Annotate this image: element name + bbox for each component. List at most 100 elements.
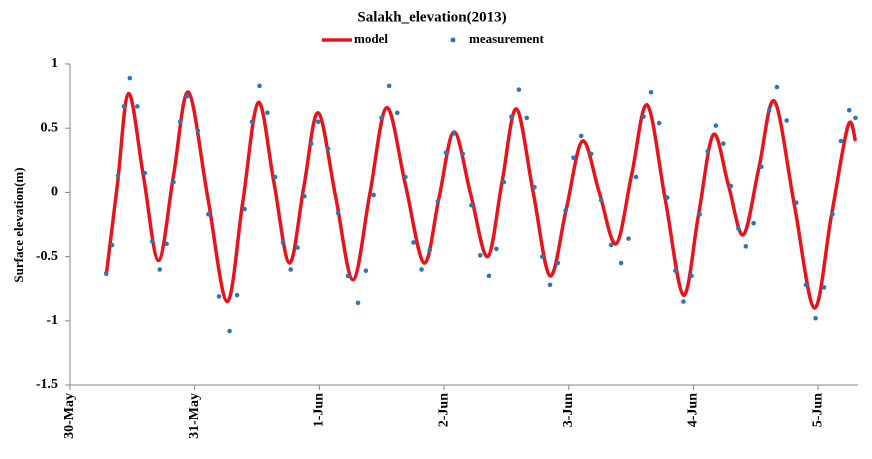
- measurement-point: [578, 133, 584, 139]
- measurement-point: [345, 273, 351, 279]
- measurement-point: [641, 114, 646, 119]
- measurement-point: [838, 138, 844, 144]
- x-tick-label: 2-Jun: [436, 393, 451, 427]
- measurement-point: [697, 211, 702, 217]
- measurement-point: [555, 260, 561, 266]
- measurement-point: [509, 114, 514, 119]
- measurement-point: [821, 285, 827, 290]
- measurement-point: [435, 199, 441, 204]
- measurement-point: [486, 273, 492, 279]
- y-tick-label: -0.5: [36, 249, 58, 264]
- y-tick-label: -1.5: [36, 377, 58, 392]
- measurement-point: [363, 268, 369, 274]
- measurement-point: [774, 84, 780, 90]
- measurement-point: [477, 253, 483, 258]
- measurement-point: [588, 151, 594, 157]
- x-tick-label: 3-Jun: [561, 393, 576, 427]
- measurement-point: [315, 119, 321, 125]
- x-tick-label: 1-Jun: [312, 393, 327, 427]
- measurement-point: [793, 200, 799, 205]
- y-tick-label: 1: [51, 56, 58, 71]
- measurement-point: [121, 104, 127, 109]
- measurement-point: [394, 110, 400, 116]
- measurement-point: [135, 104, 140, 109]
- measurement-point: [249, 119, 255, 125]
- measurement-point: [184, 93, 190, 99]
- measurement-point: [547, 282, 553, 288]
- measurement-point: [325, 146, 331, 152]
- measurement-point: [501, 179, 507, 185]
- measurement-point: [265, 110, 270, 116]
- measurement-point: [242, 206, 247, 212]
- measurement-point: [608, 242, 614, 248]
- measurement-point: [803, 282, 809, 288]
- measurement-point: [335, 210, 341, 216]
- measurement-point: [618, 260, 624, 266]
- measurement-point: [681, 299, 686, 304]
- measurement-point: [713, 123, 719, 128]
- measurement-point: [308, 141, 314, 146]
- measurement-point: [516, 87, 522, 92]
- y-tick-label: 0.5: [41, 120, 59, 135]
- measurement-point: [127, 75, 133, 81]
- measurement-point: [728, 183, 734, 189]
- measurement-point: [563, 208, 568, 213]
- x-tick-label: 30-May: [62, 393, 77, 439]
- measurement-point: [178, 119, 183, 125]
- measurement-point: [216, 294, 222, 299]
- measurement-point: [386, 83, 392, 89]
- measurement-point: [171, 179, 176, 185]
- legend-label: measurement: [469, 31, 545, 46]
- measurement-point: [540, 254, 545, 259]
- measurement-point: [157, 267, 163, 272]
- measurement-point: [371, 192, 376, 198]
- measurement-point: [633, 174, 639, 180]
- measurement-point: [759, 164, 764, 170]
- measurement-point: [302, 193, 307, 199]
- measurement-point: [766, 107, 772, 113]
- measurement-point: [115, 173, 121, 179]
- chart-title: Salakh_elevation(2013): [357, 9, 506, 25]
- measurement-point: [403, 174, 408, 180]
- measurement-point: [195, 128, 201, 134]
- legend-label: model: [354, 31, 388, 46]
- measurement-point: [598, 197, 604, 203]
- measurement-point: [673, 268, 678, 274]
- measurement-point: [721, 141, 726, 146]
- y-axis-label: Surface elevation(m): [11, 167, 26, 282]
- measurement-point: [272, 174, 278, 180]
- measurement-point: [149, 238, 155, 244]
- measurement-point: [427, 247, 433, 253]
- measurement-point: [257, 83, 262, 89]
- measurement-point: [813, 315, 818, 321]
- measurement-point: [142, 170, 148, 176]
- measurement-point: [460, 151, 466, 157]
- measurement-point: [524, 115, 530, 121]
- measurement-point: [656, 120, 662, 126]
- measurement-point: [751, 220, 756, 226]
- measurement-point: [571, 155, 576, 161]
- measurement-point: [451, 131, 457, 136]
- measurement-point: [443, 150, 449, 155]
- measurement-point: [355, 300, 361, 306]
- measurement-point: [532, 184, 537, 190]
- x-tick-label: 4-Jun: [686, 393, 701, 427]
- measurement-point: [705, 149, 711, 154]
- measurement-point: [494, 246, 499, 252]
- measurement-point: [736, 226, 741, 231]
- y-tick-label: -1: [46, 313, 58, 328]
- measurement-point: [784, 118, 789, 123]
- measurement-point: [664, 195, 670, 200]
- measurement-point: [830, 211, 835, 217]
- measurement-point: [743, 244, 749, 249]
- measurement-point: [411, 240, 416, 245]
- y-tick-label: 0: [51, 185, 58, 200]
- measurement-point: [689, 273, 694, 279]
- measurement-point: [103, 270, 109, 276]
- measurement-point: [234, 292, 240, 298]
- measurement-point: [648, 89, 654, 95]
- x-tick-label: 5-Jun: [810, 393, 825, 427]
- measurement-point: [379, 115, 384, 121]
- measurement-point: [419, 267, 424, 272]
